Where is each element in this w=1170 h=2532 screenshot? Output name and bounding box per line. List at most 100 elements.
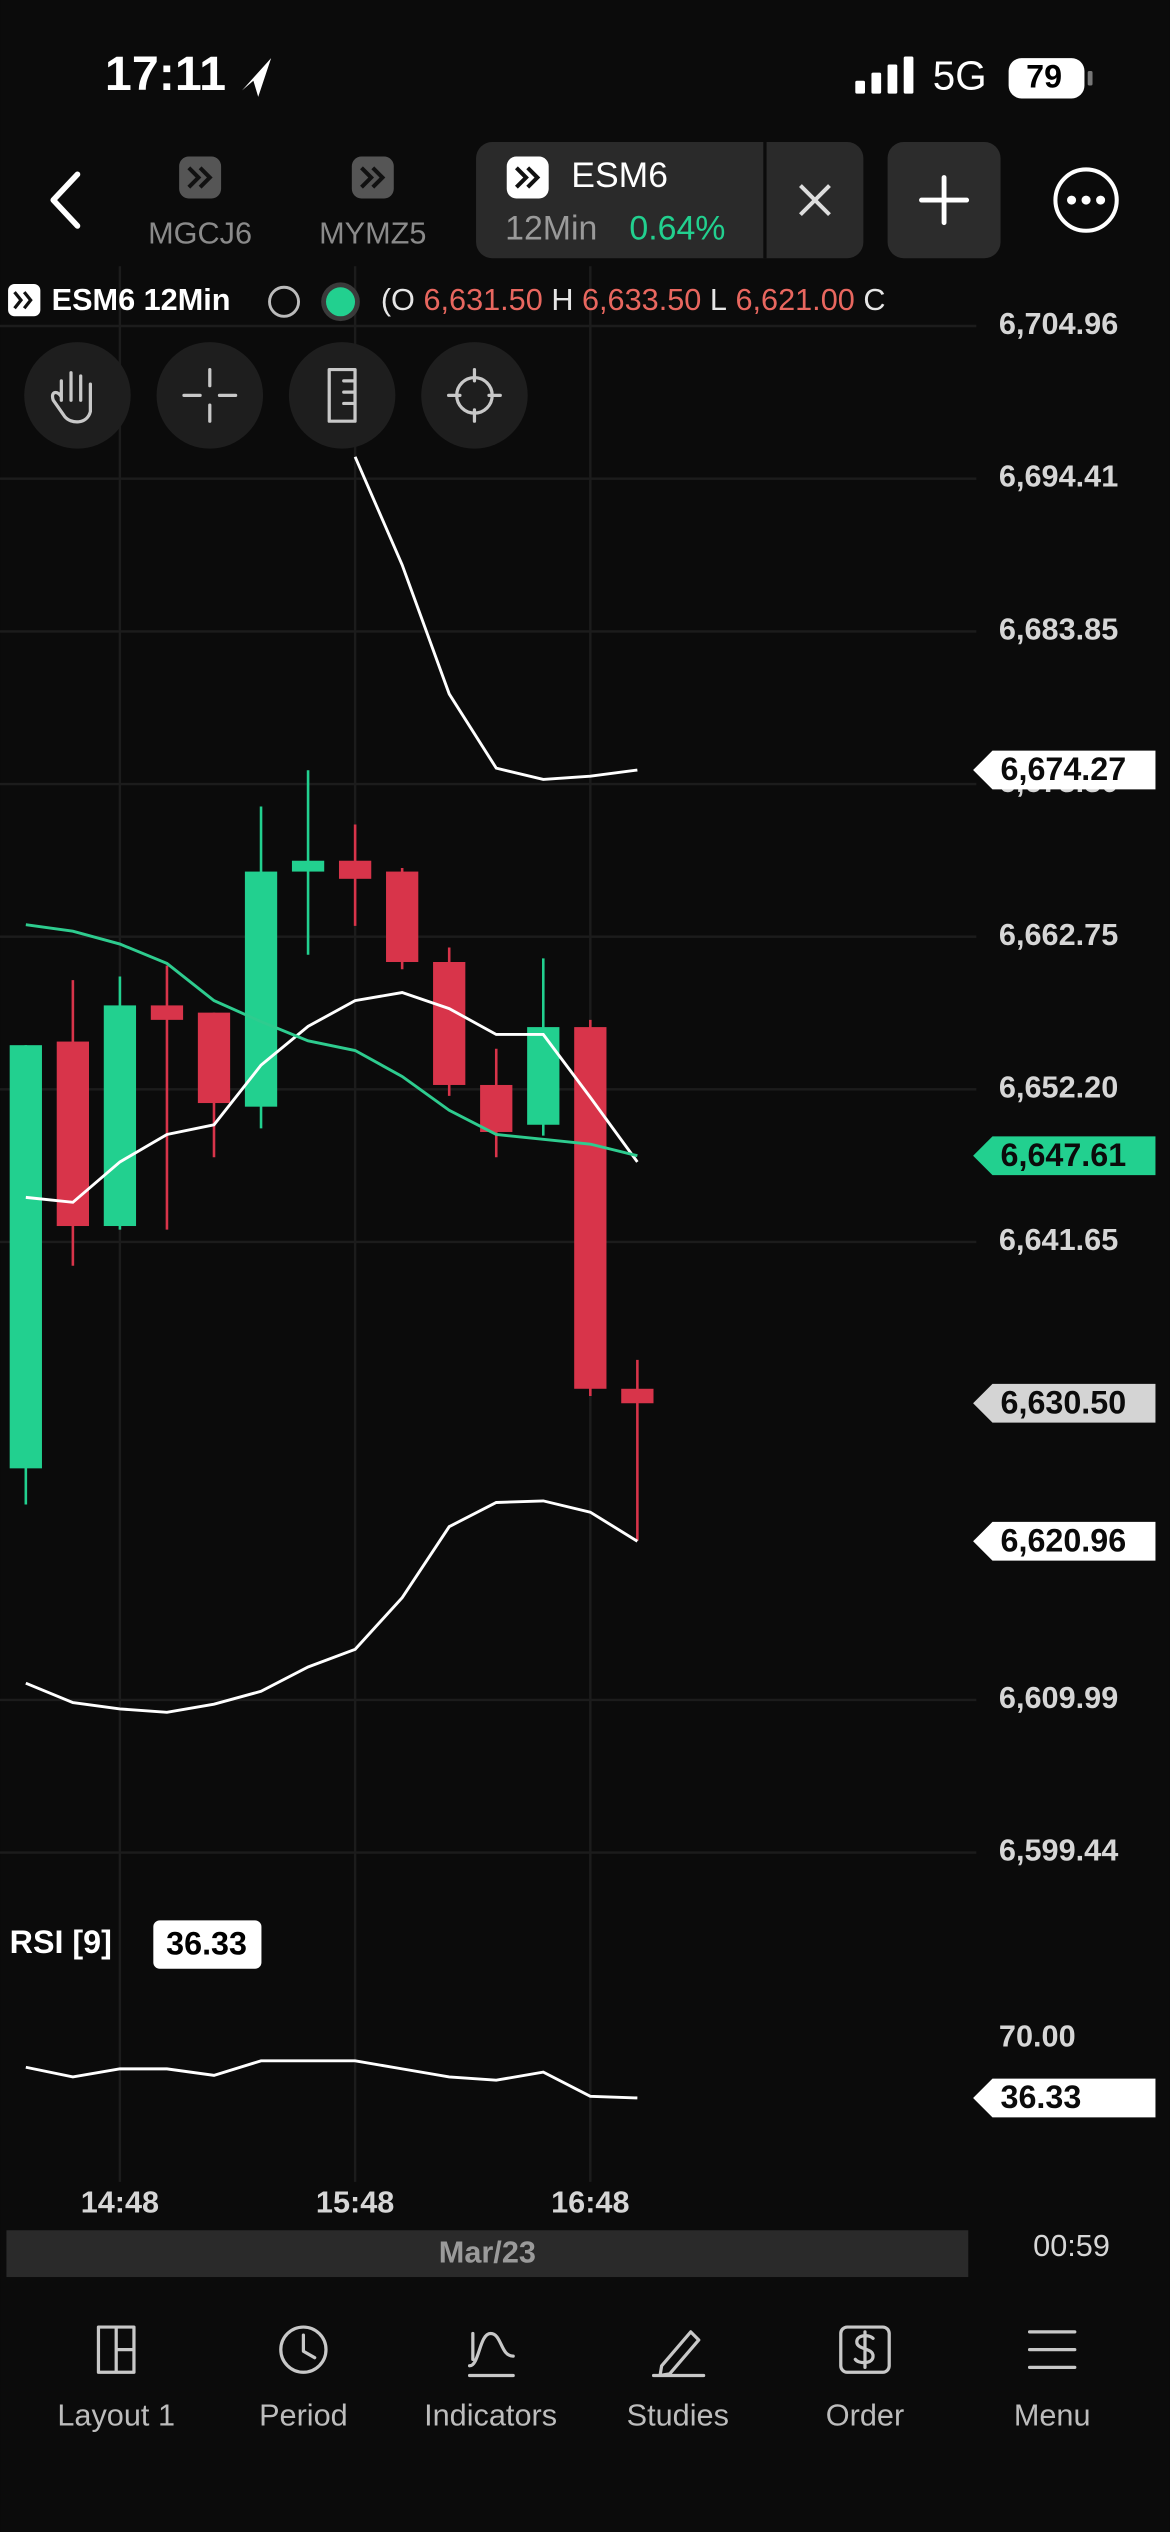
nav-icon [651,2330,706,2378]
plus-icon [919,175,970,226]
bar-countdown: 00:59 [1033,2229,1110,2263]
y-tick-label: 6,683.85 [999,613,1118,647]
battery-level: 79 [1026,59,1062,95]
candle-body [386,871,419,962]
price-badge [973,1383,1156,1423]
tab-label[interactable]: MYMZ5 [319,217,426,251]
price-badge [973,1521,1156,1561]
plot [9,456,654,2100]
battery-icon [1008,58,1085,99]
legend-icon [8,284,41,317]
tab-logo [360,166,386,189]
ohlc-value: 6,621.00 [735,283,854,317]
candle-body [338,860,372,879]
indicator-line [25,1499,639,1714]
price-badge-label: 6,647.61 [1001,1137,1127,1173]
nav-icon [468,2331,515,2378]
indicator-line [25,923,638,1158]
candle-body [197,1012,231,1104]
nav-item[interactable]: Order [826,2325,904,2433]
nav-label[interactable]: Layout 1 [57,2399,175,2433]
date-label: Mar/23 [439,2236,536,2270]
hand-tool[interactable] [24,342,131,449]
y-tick-label: 6,641.65 [999,1223,1118,1257]
tab[interactable]: MGCJ6 [148,156,252,251]
x-tick-label: 15:48 [316,2185,394,2219]
target-ticks [447,367,502,423]
y-tick-label: 6,609.99 [999,1681,1118,1715]
ohlc-prefix: L [710,283,727,317]
candle-body [244,871,278,1107]
candle-body [433,961,466,1085]
crosshair-icon [182,367,238,423]
battery-nub [1087,71,1093,86]
candle-body [103,1005,137,1227]
rsi-value: 36.33 [166,1926,247,1962]
legend-ohlc: (O 6,631.50 H 6,633.50 L 6,621.00 C [381,283,886,317]
x-tick-label: 14:48 [81,2185,159,2219]
more-button[interactable] [1053,167,1119,233]
nav-icon-dollar [853,2330,875,2370]
rsi-value-box [153,1920,262,1969]
candle-body [621,1388,654,1404]
candle-body [150,1005,184,1020]
price-badge-label: 6,630.50 [1001,1384,1127,1420]
back-button[interactable] [50,171,81,229]
tab-label[interactable]: MGCJ6 [148,217,252,251]
date-bar [6,2230,969,2278]
signal-icon [855,56,914,94]
legend-logo [13,291,33,310]
bottom-nav: Layout 1 Period Indicators Studies Order… [57,2325,1091,2433]
nav-item[interactable]: Indicators [424,2331,557,2433]
indicator-line [25,991,639,1204]
hand-icon [50,371,92,424]
nav-item[interactable]: Menu [1014,2330,1091,2433]
ohlc-value: 6,633.50 [582,283,701,317]
candle-body [574,1027,607,1389]
tab-logo [187,166,213,189]
more-dots [1067,195,1106,205]
nav-icon [839,2325,891,2374]
ruler-icon [327,367,357,423]
nav-icon-hands [301,2333,317,2360]
active-interval: 12Min [505,210,597,248]
nav-label[interactable]: Order [826,2399,904,2433]
price-badge [973,1136,1156,1176]
x-tick-label: 16:48 [551,2185,629,2219]
clock: 17:11 [105,47,226,101]
price-badge-label: 6,674.27 [1001,751,1127,787]
y-tick-label: 6,599.44 [999,1834,1118,1868]
y-tick-label: 6,694.41 [999,460,1118,494]
nav-icon [96,2325,136,2374]
tab[interactable]: MYMZ5 [319,156,426,251]
active-symbol: ESM6 [571,155,668,195]
y-tick-label: 6,652.20 [999,1070,1118,1104]
candle-body [527,1027,560,1125]
candle-body [56,1041,90,1227]
ohlc-prefix: (O [381,283,415,317]
ohlc-prefix: C [863,283,885,317]
nav-item[interactable]: Period [259,2325,348,2433]
crosshair-tool[interactable] [156,342,264,449]
nav-label[interactable]: Indicators [424,2399,557,2433]
close-tab-button[interactable] [799,184,831,217]
nav-item[interactable]: Layout 1 [57,2325,175,2433]
indicator-line [25,2059,638,2100]
price-badge [973,2078,1156,2118]
legend-title: ESM6 12Min [52,283,231,317]
nav-label[interactable]: Period [259,2399,348,2433]
location-icon [242,58,272,97]
active-change: 0.64% [629,210,725,248]
axis: 6,704.966,694.416,683.856,673.306,662.75… [81,307,1156,2219]
ohlc-prefix: H [551,283,573,317]
nav-icon [1027,2330,1077,2370]
y-tick-label: 70.00 [999,2019,1076,2053]
ruler-tool[interactable] [288,342,396,449]
target-tool[interactable] [421,342,528,449]
nav-label[interactable]: Studies [627,2399,729,2433]
nav-label[interactable]: Menu [1014,2399,1091,2433]
price-badge-label: 6,620.96 [1001,1522,1127,1558]
candle-body [291,860,325,872]
ohlc-value: 6,631.50 [423,283,542,317]
nav-item[interactable]: Studies [627,2330,729,2433]
